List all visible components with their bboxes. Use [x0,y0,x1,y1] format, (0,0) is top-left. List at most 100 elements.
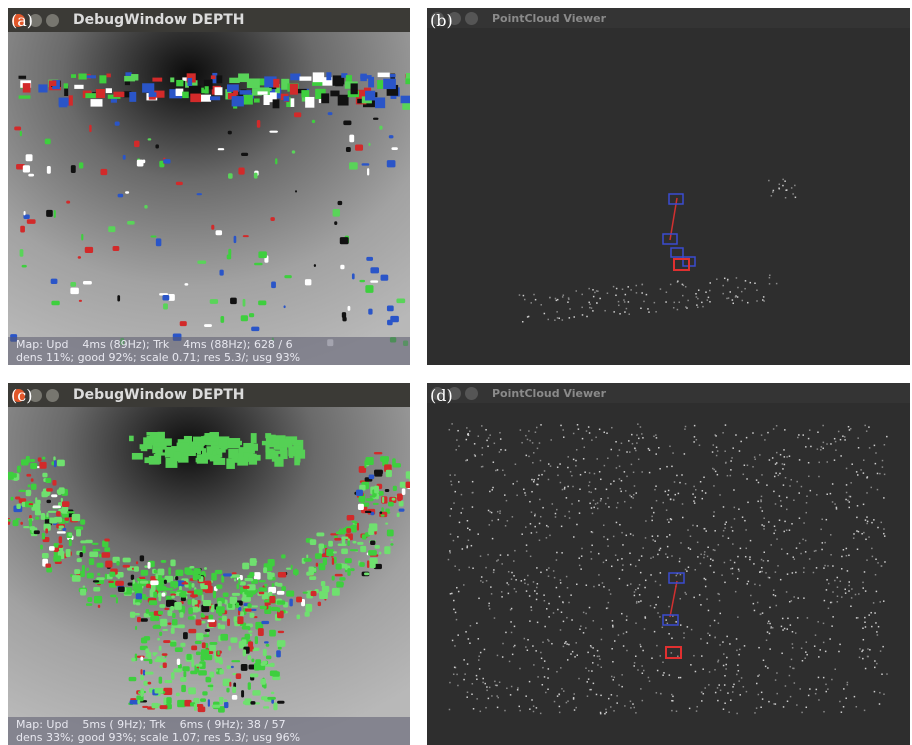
cloud-point [781,626,783,628]
cloud-point [633,494,635,496]
cloud-point [636,434,638,436]
cloud-point [578,428,580,430]
cloud-point [621,558,623,560]
cloud-point [803,597,805,599]
depth-blob [212,705,220,708]
depth-blob [143,681,148,686]
cloud-point [511,572,513,574]
cloud-point [871,626,873,628]
depth-blob [160,619,167,627]
depth-blob [108,581,114,583]
depth-blob [136,602,141,605]
depth-blob [251,433,257,443]
cloud-point [449,552,451,554]
depth-blob [149,456,160,465]
trajectory [670,581,677,617]
depth-blob [234,578,237,581]
cloud-point [576,584,578,586]
depth-blob [71,165,76,173]
cloud-point [660,693,662,695]
cloud-point [695,671,697,673]
depth-blob [201,615,206,618]
cloud-point [562,296,564,298]
depth-blob [227,619,230,626]
depth-blob [51,494,57,497]
cloud-point [815,634,817,636]
cloud-point [874,667,876,669]
maximize-button[interactable] [465,12,478,25]
cloud-point [802,660,804,662]
cloud-point [574,656,576,658]
cloud-point [707,642,709,644]
cloud-point [765,572,767,574]
cloud-point [480,580,482,582]
cloud-point [576,290,578,292]
depth-blob [209,672,214,678]
maximize-button[interactable] [465,387,478,400]
cloud-point [688,547,690,549]
cloud-point [654,302,656,304]
cloud-point [879,601,881,603]
cloud-point [602,582,604,584]
depth-blob [58,545,63,548]
cloud-point [867,521,869,523]
depth-blob [201,649,209,656]
cloud-point [736,713,738,715]
cloud-point [566,702,568,704]
cloud-point [743,686,745,688]
depth-blob [290,74,300,81]
depth-blob [291,565,293,570]
cloud-point [808,695,810,697]
cloud-point [598,553,600,555]
depth-blob [353,541,357,544]
cloud-point [453,600,455,602]
cloud-point [655,434,657,436]
cloud-point [644,628,646,630]
cloud-point [689,708,691,710]
depth-blob [197,193,202,195]
cloud-point [767,623,769,625]
cloud-point [782,468,784,470]
cloud-point [867,476,869,478]
cloud-point [871,487,873,489]
cloud-point [617,455,619,457]
maximize-button[interactable] [46,389,59,402]
depth-blob [263,706,269,708]
cloud-point [467,528,469,530]
cloud-point [700,481,702,483]
cloud-point [843,549,845,551]
cloud-point [719,494,721,496]
cloud-point [500,438,502,440]
cloud-point [497,655,499,657]
depth-blob [229,78,240,83]
cloud-point [832,616,834,618]
depth-blob [311,591,317,596]
depth-blob [98,605,100,608]
depth-blob [351,83,358,94]
cloud-point [592,647,594,649]
cloud-point [563,690,565,692]
maximize-button[interactable] [46,14,59,27]
cloud-point [820,649,822,651]
cloud-point [562,489,564,491]
cloud-point [589,472,591,474]
cloud-point [565,641,567,643]
cloud-point [848,585,850,587]
depth-blob [155,452,166,455]
cloud-point [619,524,621,526]
cloud-point [626,535,628,537]
cloud-point [710,558,712,560]
depth-blob [18,490,26,492]
cloud-point [539,523,541,525]
cloud-point [875,559,877,561]
cloud-point [659,616,661,618]
cloud-point [732,691,734,693]
depth-blob [156,238,161,246]
cloud-point [579,512,581,514]
cloud-point [738,569,740,571]
depth-blob [133,584,142,592]
cloud-point [577,424,579,426]
cloud-point [697,556,699,558]
cloud-point [615,295,617,297]
cloud-point [680,624,682,626]
